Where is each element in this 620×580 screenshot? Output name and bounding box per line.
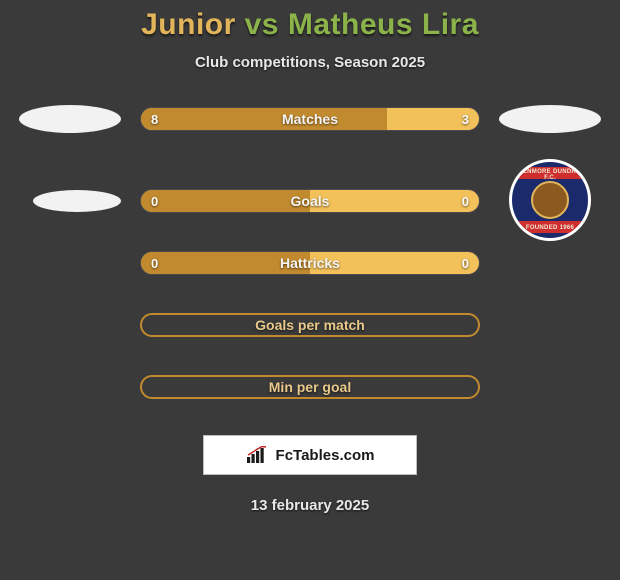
crest-top-text: GLENMORE DUNDRUM F.C. <box>512 169 588 181</box>
stat-row-goals: 0 Goals 0 GLENMORE DUNDRUM F.C. FOUNDED … <box>10 161 610 241</box>
right-team-icon-slot <box>490 305 610 345</box>
stat-row-hattricks: 0 Hattricks 0 <box>10 243 610 283</box>
left-team-icon-slot <box>10 243 130 283</box>
stat-label: Goals per match <box>255 317 365 333</box>
stat-row-min-per-goal: Min per goal <box>10 367 610 407</box>
stat-bar-left-fill <box>141 108 387 130</box>
stat-bar-min-per-goal: Min per goal <box>140 375 480 399</box>
club-crest-icon: GLENMORE DUNDRUM F.C. FOUNDED 1966 <box>509 159 591 241</box>
date-label: 13 february 2025 <box>0 497 620 514</box>
stat-right-value: 0 <box>462 252 469 274</box>
left-team-icon-slot <box>10 99 130 139</box>
player-right-name: Matheus Lira <box>288 8 479 41</box>
stat-bar-matches: 8 Matches 3 <box>140 107 480 131</box>
team-icon <box>33 190 121 212</box>
team-icon <box>499 105 601 133</box>
right-team-icon-slot <box>490 367 610 407</box>
stat-row-goals-per-match: Goals per match <box>10 305 610 345</box>
right-team-icon-slot: GLENMORE DUNDRUM F.C. FOUNDED 1966 <box>490 159 610 241</box>
stat-bar-hattricks: 0 Hattricks 0 <box>140 251 480 275</box>
right-team-icon-slot <box>490 243 610 283</box>
crest-inner-icon <box>531 181 569 219</box>
stat-label: Min per goal <box>269 379 351 395</box>
bar-chart-icon <box>246 446 270 464</box>
widget-container: Junior vs Matheus Lira Club competitions… <box>0 0 620 580</box>
stat-right-value: 0 <box>462 190 469 212</box>
left-team-icon-slot <box>10 367 130 407</box>
team-icon <box>19 105 121 133</box>
brand-label: FcTables.com <box>276 447 375 464</box>
stat-bar-left-fill <box>141 190 310 212</box>
right-team-icon-slot <box>490 99 610 139</box>
crest-bottom-text: FOUNDED 1966 <box>512 225 588 231</box>
competition-subtitle: Club competitions, Season 2025 <box>0 54 620 71</box>
stat-right-value: 3 <box>462 108 469 130</box>
player-left-name: Junior <box>141 8 236 41</box>
vs-separator: vs <box>245 8 279 41</box>
left-team-icon-slot <box>10 305 130 345</box>
left-team-icon-slot <box>10 181 130 221</box>
comparison-title: Junior vs Matheus Lira <box>0 8 620 42</box>
stat-bar-goals: 0 Goals 0 <box>140 189 480 213</box>
stat-bar-left-fill <box>141 252 310 274</box>
attribution-card[interactable]: FcTables.com <box>203 435 417 475</box>
stat-row-matches: 8 Matches 3 <box>10 99 610 139</box>
stats-rows: 8 Matches 3 0 Goals 0 <box>0 99 620 407</box>
stat-bar-goals-per-match: Goals per match <box>140 313 480 337</box>
